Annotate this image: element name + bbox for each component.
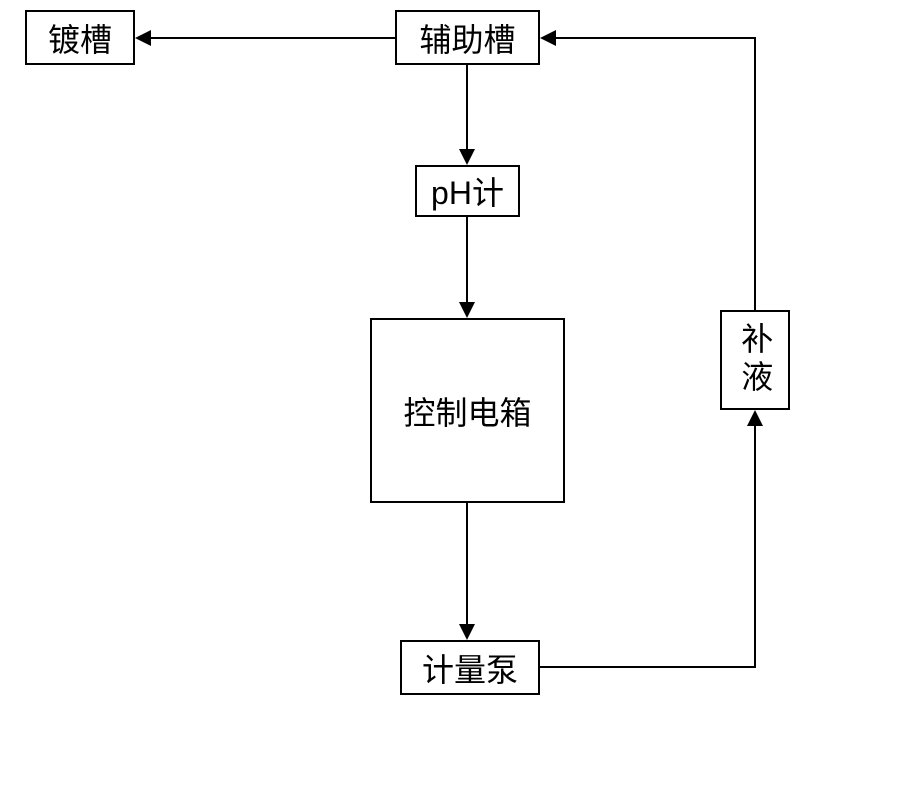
node-control-box: 控制电箱 bbox=[370, 318, 565, 503]
edge-pump-to-replenishment-v bbox=[754, 426, 756, 668]
edge-replenishment-to-auxiliary-v bbox=[754, 37, 756, 310]
node-control-box-label: 控制电箱 bbox=[403, 388, 531, 434]
node-ph-meter-label: pH计 bbox=[431, 168, 504, 214]
arrow-head-to-plating bbox=[135, 30, 151, 46]
edge-pump-to-replenishment-h bbox=[540, 666, 756, 668]
edge-ph-to-control bbox=[466, 217, 468, 302]
edge-control-to-pump bbox=[466, 503, 468, 624]
arrow-head-to-replenishment bbox=[747, 410, 763, 426]
node-auxiliary-tank: 辅助槽 bbox=[395, 10, 540, 65]
arrow-head-to-pump bbox=[459, 624, 475, 640]
node-metering-pump-label: 计量泵 bbox=[422, 645, 518, 691]
edge-auxiliary-to-plating bbox=[151, 37, 395, 39]
node-ph-meter: pH计 bbox=[415, 165, 520, 217]
node-auxiliary-tank-label: 辅助槽 bbox=[419, 15, 515, 61]
node-plating-tank-label: 镀槽 bbox=[48, 15, 112, 61]
node-replenishment: 补液 bbox=[720, 310, 790, 410]
node-replenishment-label: 补液 bbox=[736, 322, 774, 398]
arrow-head-to-control bbox=[459, 302, 475, 318]
node-plating-tank: 镀槽 bbox=[25, 10, 135, 65]
edge-replenishment-to-auxiliary-h bbox=[556, 37, 756, 39]
arrow-head-to-auxiliary bbox=[540, 30, 556, 46]
edge-auxiliary-to-ph bbox=[466, 65, 468, 149]
node-metering-pump: 计量泵 bbox=[400, 640, 540, 695]
arrow-head-to-ph bbox=[459, 149, 475, 165]
